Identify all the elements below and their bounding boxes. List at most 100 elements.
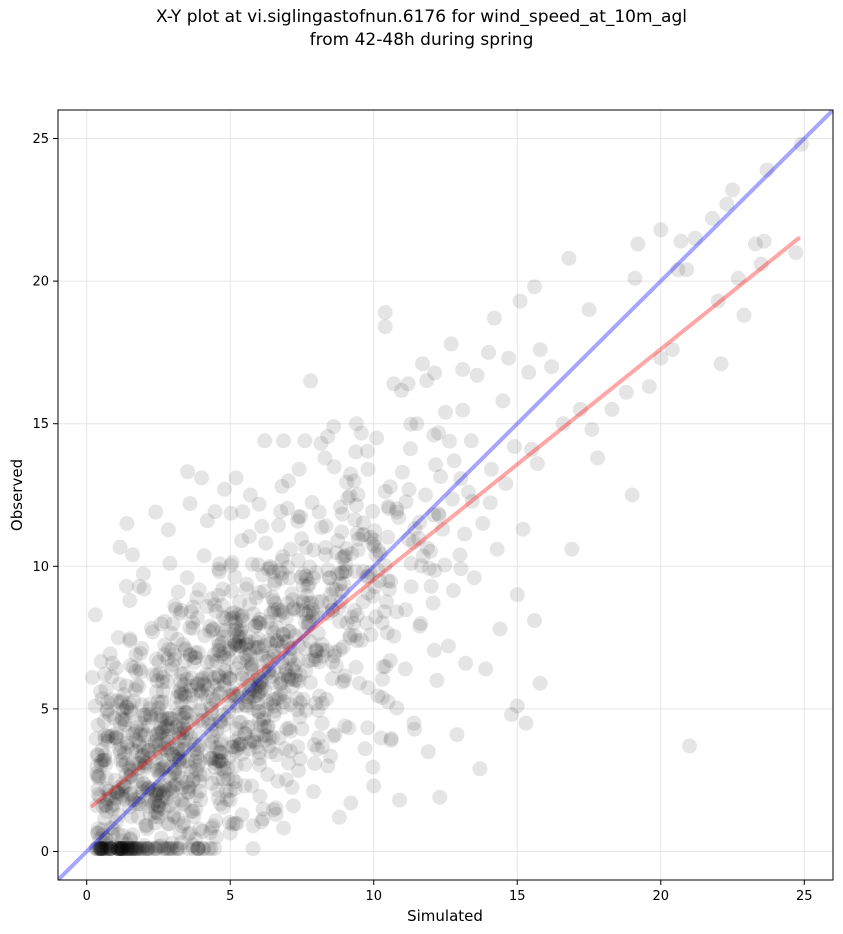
scatter-point — [114, 787, 130, 803]
scatter-point — [94, 742, 110, 758]
scatter-point — [222, 671, 238, 687]
scatter-point — [173, 694, 189, 710]
scatter-point — [164, 656, 180, 672]
scatter-point — [305, 570, 321, 586]
scatter-point — [383, 731, 399, 746]
scatter-point — [527, 279, 542, 295]
scatter-point — [169, 700, 185, 716]
scatter-point — [572, 401, 588, 417]
scatter-point — [314, 642, 330, 658]
scatter-point — [397, 661, 413, 677]
scatter-point — [150, 700, 166, 716]
scatter-point — [242, 646, 258, 662]
scatter-point — [114, 841, 130, 857]
scatter-point — [231, 607, 246, 623]
scatter-point — [359, 615, 375, 631]
scatter-point — [275, 699, 291, 715]
scatter-point — [290, 739, 306, 755]
scatter-point — [426, 507, 441, 523]
scatter-point — [94, 841, 109, 857]
scatter-point — [239, 576, 255, 592]
scatter-point — [215, 622, 230, 638]
scatter-point — [161, 798, 177, 814]
scatter-point — [220, 771, 236, 787]
scatter-point — [342, 630, 358, 646]
scatter-point — [215, 757, 231, 773]
scatter-point — [195, 670, 211, 686]
scatter-point — [157, 841, 173, 857]
scatter-point — [199, 513, 215, 529]
scatter-point — [251, 685, 267, 701]
scatter-point — [253, 646, 269, 662]
scatter-point — [113, 841, 129, 857]
scatter-point — [354, 527, 370, 543]
scatter-point — [260, 767, 275, 782]
scatter-point — [150, 762, 166, 778]
scatter-point — [128, 724, 143, 740]
scatter-point — [87, 607, 103, 623]
scatter-point — [119, 735, 135, 751]
scatter-point — [211, 587, 226, 603]
scatter-point — [157, 758, 173, 774]
scatter-point — [189, 590, 205, 606]
scatter-point — [402, 441, 418, 457]
scatter-point — [283, 649, 298, 665]
scatter-point — [94, 691, 110, 707]
scatter-point — [155, 674, 171, 690]
scatter-point — [265, 729, 281, 745]
scatter-point — [276, 694, 292, 710]
scatter-point — [374, 615, 390, 631]
scatter-point — [501, 350, 517, 366]
scatter-point — [127, 841, 143, 857]
scatter-point — [167, 764, 183, 780]
scatter-point — [192, 701, 208, 717]
scatter-point — [305, 609, 321, 624]
scatter-point — [234, 638, 250, 654]
scatter-points — [84, 136, 809, 857]
scatter-point — [129, 719, 145, 735]
scatter-point — [466, 570, 482, 586]
scatter-point — [193, 672, 209, 688]
scatter-point — [203, 841, 219, 857]
scatter-point — [160, 721, 176, 737]
scatter-point — [95, 752, 111, 768]
scatter-point — [222, 814, 237, 830]
scatter-point — [211, 564, 227, 580]
scatter-point — [108, 729, 124, 745]
scatter-point — [84, 670, 100, 685]
scatter-point — [226, 686, 242, 702]
scatter-point — [178, 731, 194, 747]
chart-title-line-2: from 42-48h during spring — [309, 30, 534, 50]
scatter-point — [371, 542, 387, 558]
scatter-point — [229, 622, 245, 638]
scatter-point — [241, 529, 257, 544]
scatter-point — [299, 571, 315, 587]
scatter-point — [152, 778, 168, 794]
scatter-point — [174, 686, 190, 701]
scatter-point — [266, 604, 282, 620]
scatter-point — [137, 841, 153, 857]
scatter-point — [449, 727, 465, 743]
scatter-point — [227, 781, 243, 797]
scatter-point — [363, 627, 379, 643]
scatter-point — [116, 841, 132, 857]
scatter-point — [279, 772, 294, 788]
scatter-point — [315, 739, 330, 755]
scatter-point — [177, 653, 193, 669]
scatter-point — [103, 820, 119, 836]
scatter-point — [521, 364, 537, 380]
scatter-point — [328, 658, 344, 674]
scatter-point — [216, 629, 231, 645]
scatter-point — [256, 663, 272, 679]
scatter-point — [398, 494, 414, 510]
scatter-point — [142, 701, 158, 717]
scatter-point — [366, 778, 382, 794]
scatter-point — [228, 621, 244, 637]
scatter-point — [122, 633, 138, 649]
scatter-point — [131, 678, 147, 694]
scatter-point — [257, 583, 273, 599]
scatter-point — [123, 785, 139, 801]
scatter-point — [156, 740, 172, 756]
scatter-point — [179, 671, 195, 687]
scatter-point — [259, 653, 275, 669]
